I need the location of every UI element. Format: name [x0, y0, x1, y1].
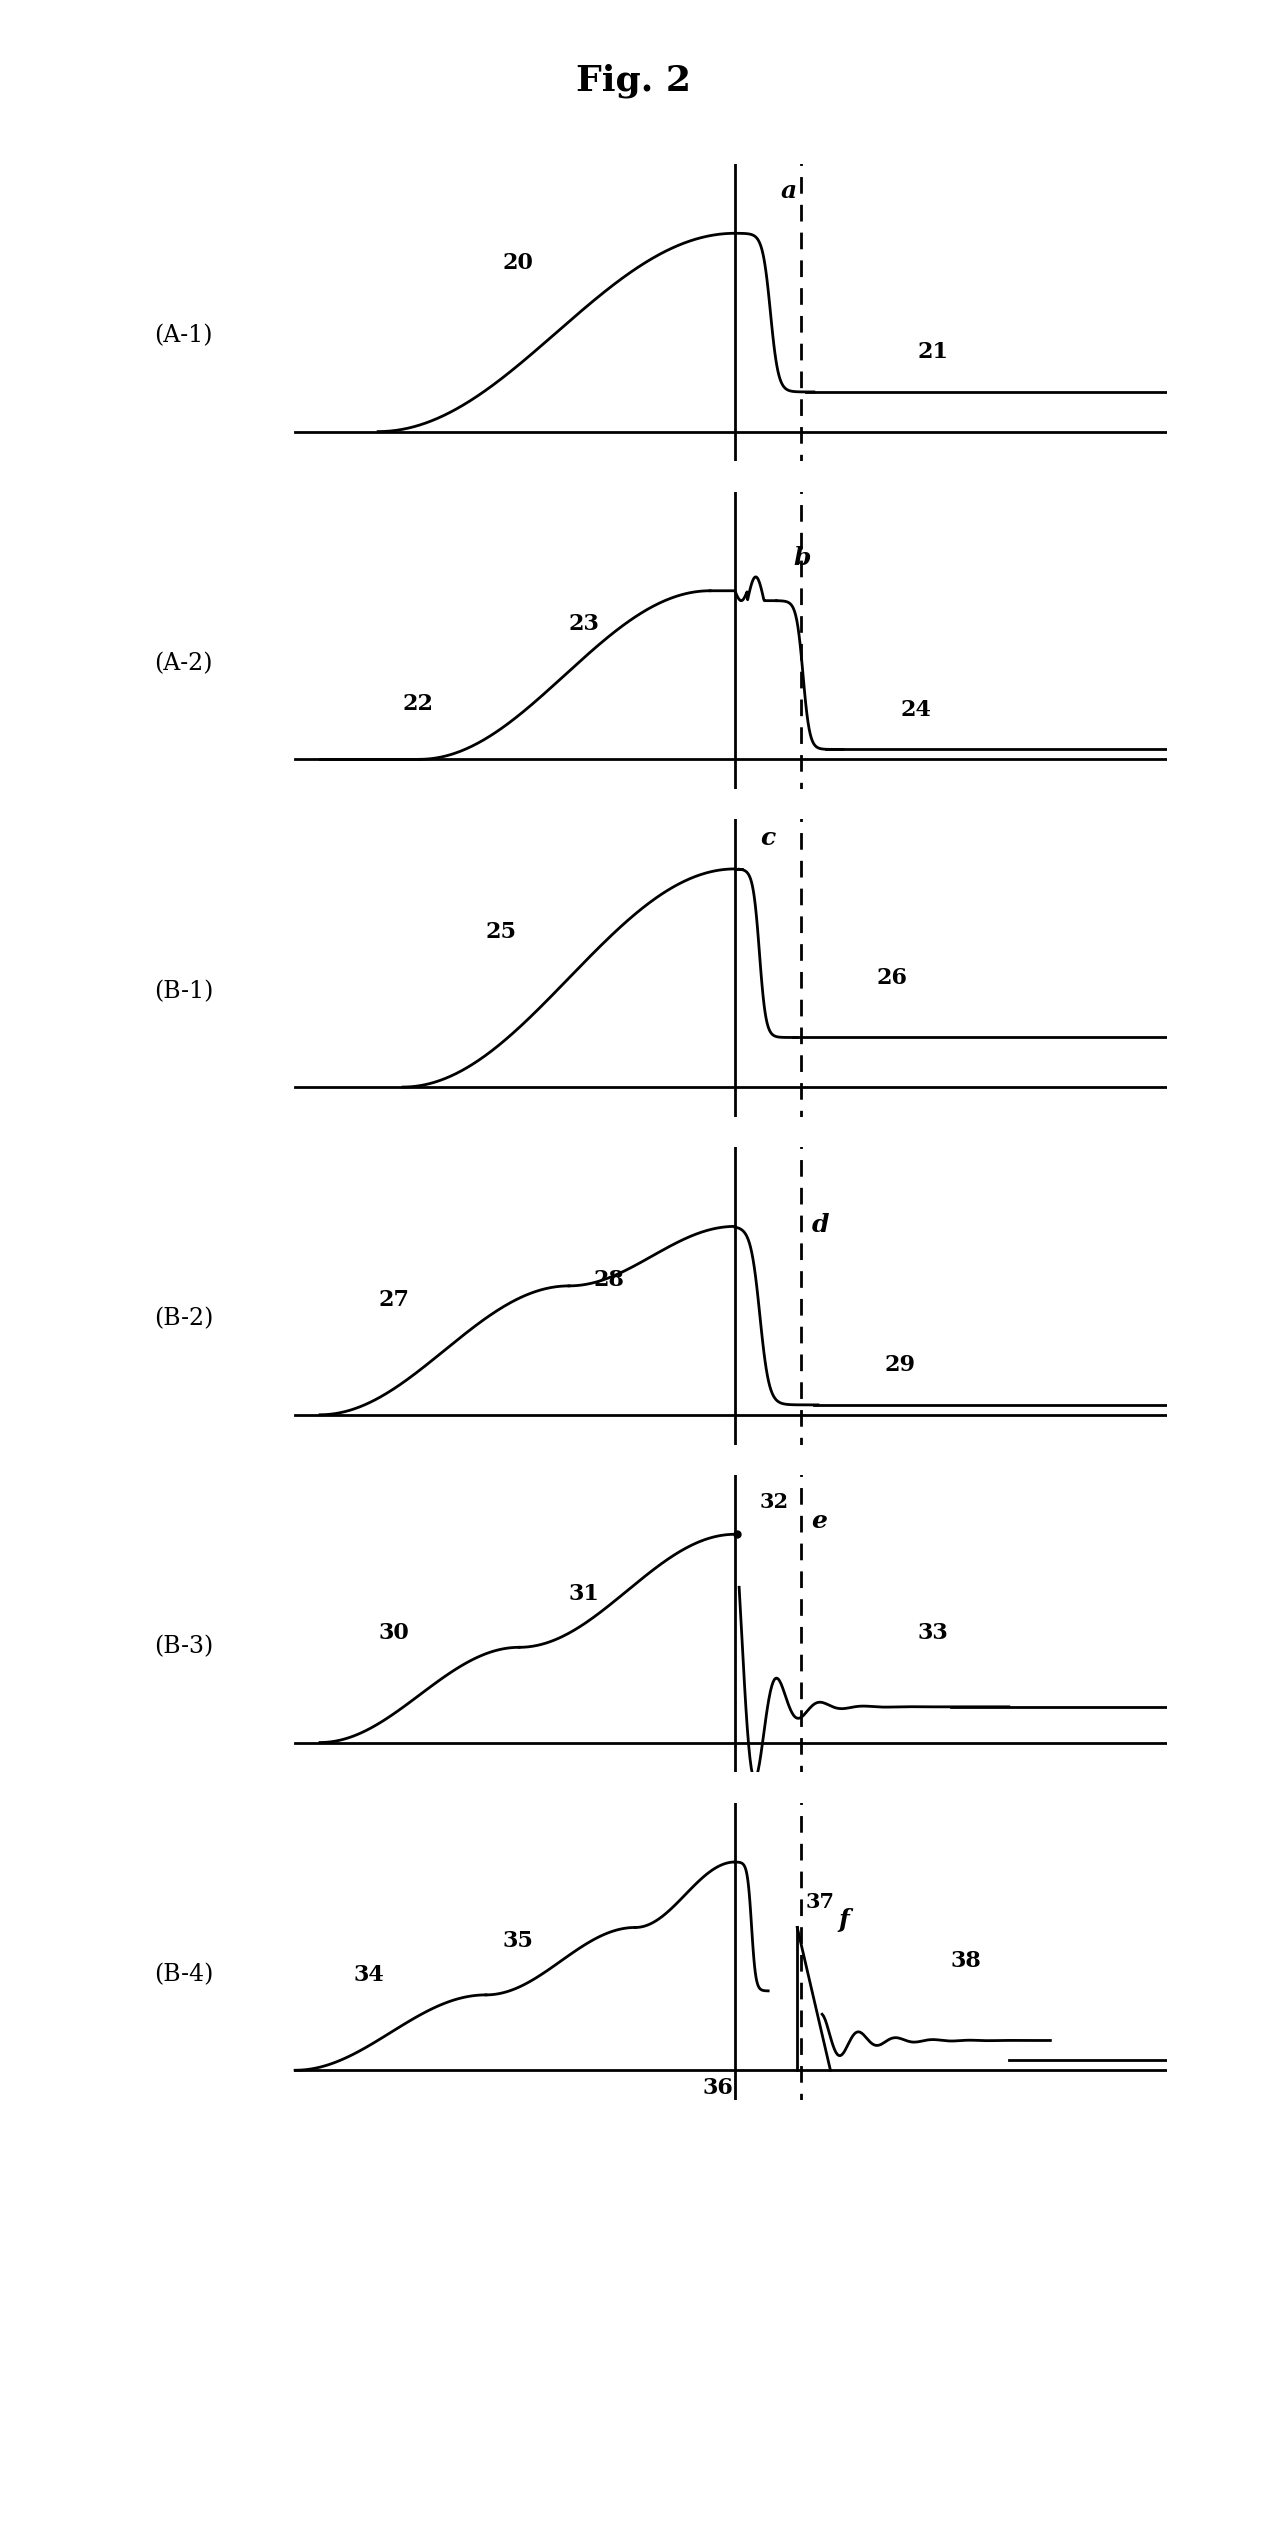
Text: 22: 22 — [403, 693, 434, 716]
Text: 27: 27 — [378, 1288, 410, 1311]
Text: (B-2): (B-2) — [153, 1308, 213, 1331]
Text: a: a — [781, 179, 796, 202]
Text: 31: 31 — [569, 1583, 600, 1606]
Text: 35: 35 — [502, 1931, 534, 1951]
Text: (B-1): (B-1) — [153, 981, 213, 1003]
Text: 28: 28 — [593, 1268, 625, 1291]
Text: 30: 30 — [378, 1624, 408, 1644]
Text: (B-3): (B-3) — [153, 1636, 213, 1659]
Text: c: c — [760, 827, 775, 850]
Text: Fig. 2: Fig. 2 — [577, 63, 691, 98]
Text: e: e — [812, 1510, 827, 1533]
Text: 37: 37 — [805, 1891, 834, 1911]
Text: 29: 29 — [884, 1354, 915, 1376]
Text: (A-1): (A-1) — [153, 325, 213, 348]
Text: f: f — [838, 1908, 850, 1934]
Text: 32: 32 — [760, 1492, 789, 1513]
Text: 20: 20 — [502, 252, 534, 275]
Text: 26: 26 — [876, 968, 907, 988]
Text: (A-2): (A-2) — [153, 653, 213, 676]
Text: 25: 25 — [486, 920, 517, 943]
Text: b: b — [792, 547, 810, 570]
Text: 36: 36 — [702, 2077, 734, 2100]
Text: 33: 33 — [918, 1624, 948, 1644]
Text: 38: 38 — [951, 1951, 981, 1971]
Text: 23: 23 — [569, 613, 600, 635]
Text: (B-4): (B-4) — [153, 1964, 213, 1987]
Text: 34: 34 — [354, 1964, 384, 1987]
Text: 21: 21 — [918, 340, 948, 363]
Text: 24: 24 — [902, 698, 932, 721]
Text: d: d — [812, 1213, 829, 1238]
